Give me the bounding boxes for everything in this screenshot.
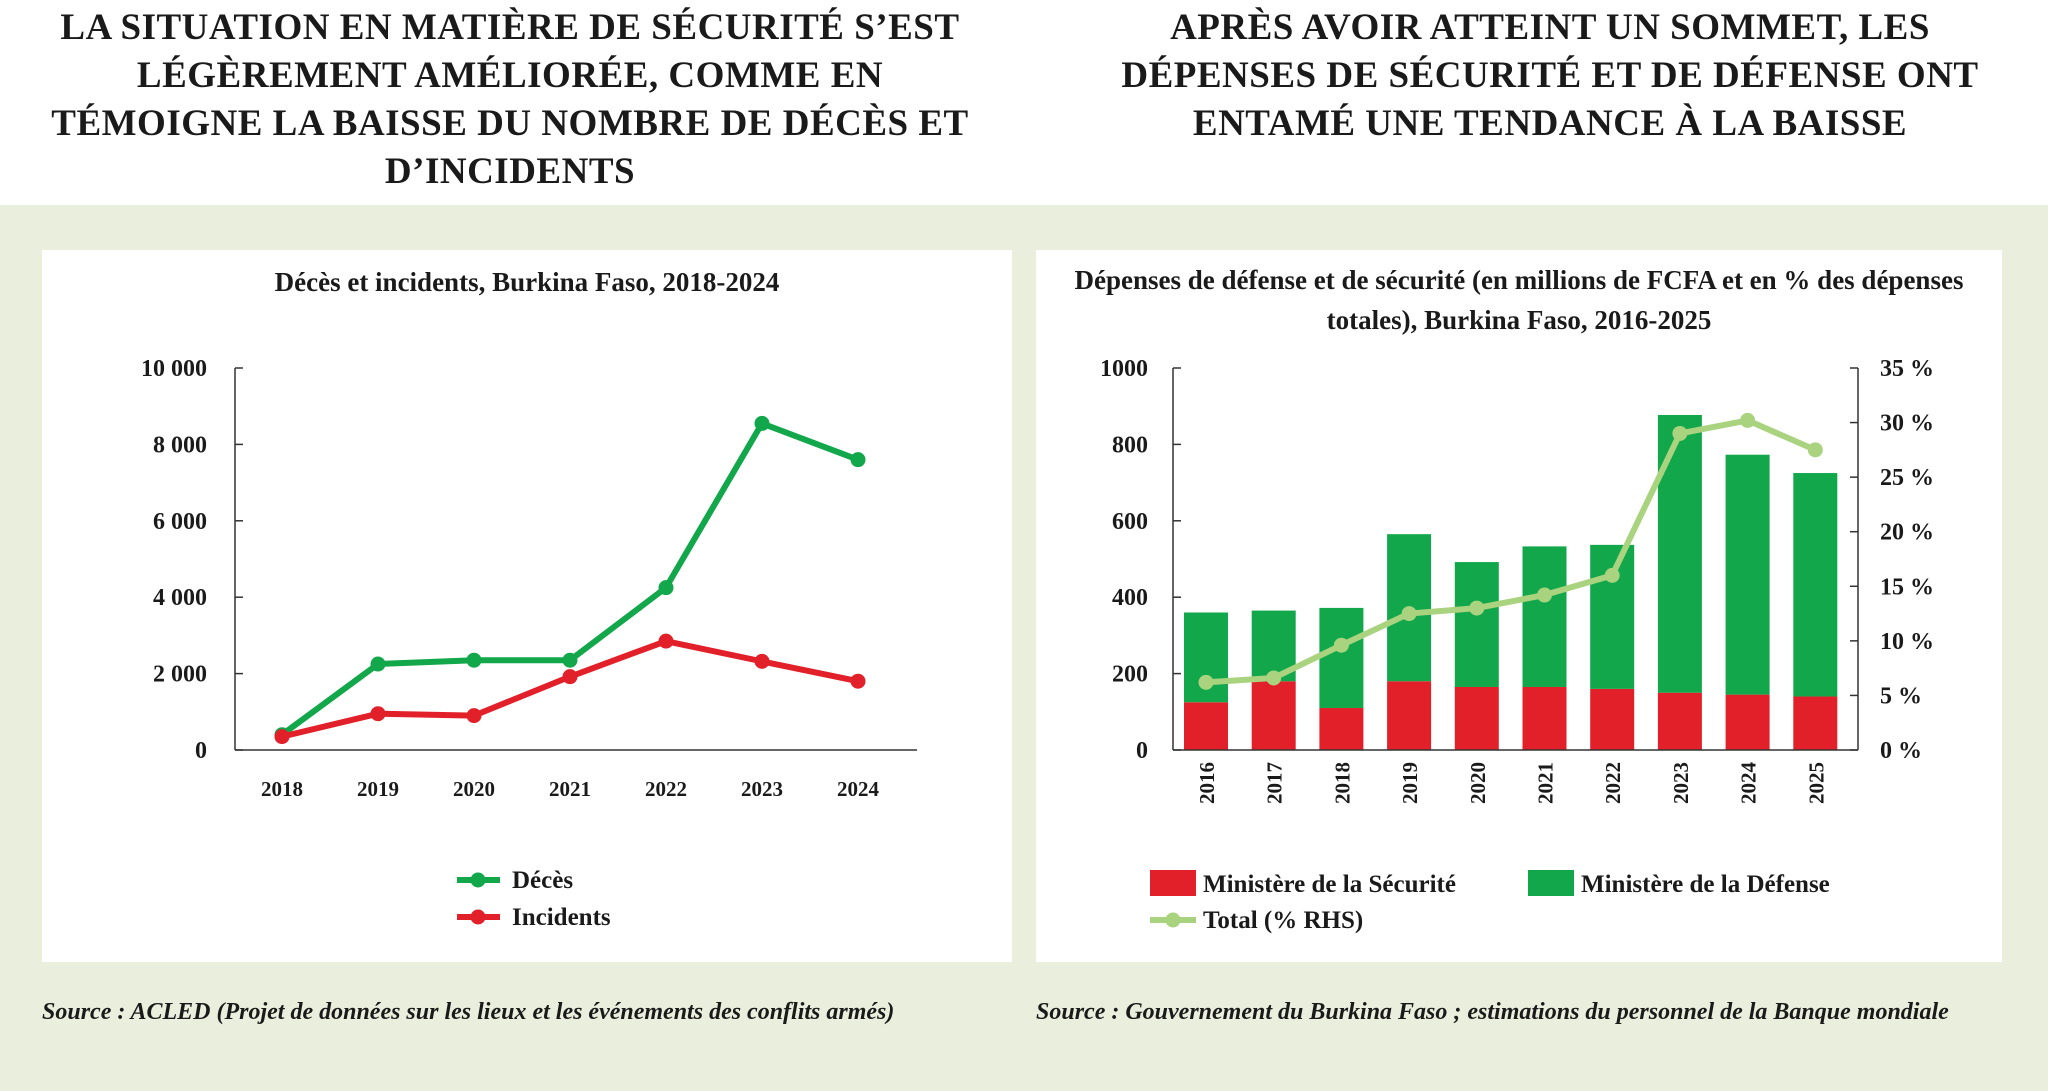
- bar-securite: [1251, 681, 1296, 750]
- y2-tick-label: 35 %: [1880, 356, 1934, 382]
- x-tick-label: 2019: [357, 777, 399, 801]
- bar-securite: [1454, 686, 1499, 750]
- bar-securite: [1590, 688, 1635, 750]
- y2-tick-label: 25 %: [1880, 465, 1934, 491]
- legend-swatch-securite: [1150, 870, 1196, 896]
- y-tick-label: 2 000: [153, 662, 207, 688]
- data-point-total: [1740, 412, 1756, 428]
- x-tick-label: 2018: [1330, 762, 1354, 804]
- x-tick-label: 2021: [549, 777, 591, 801]
- y-tick-label: 200: [1112, 662, 1148, 688]
- x-tick-label: 2023: [1669, 762, 1693, 804]
- y-tick-label: 10 000: [141, 356, 207, 382]
- bar-defense: [1725, 454, 1770, 695]
- x-tick-label: 2022: [645, 777, 687, 801]
- data-point-total: [1469, 600, 1485, 616]
- bar-defense: [1793, 473, 1838, 697]
- x-tick-label: 2022: [1601, 762, 1625, 804]
- left-chart-panel: Décès et incidents, Burkina Faso, 2018-2…: [42, 250, 1012, 962]
- left-source: Source : ACLED (Projet de données sur le…: [42, 999, 895, 1025]
- bar-securite: [1793, 696, 1838, 750]
- data-point-Incidents: [754, 653, 770, 669]
- data-point-Incidents: [370, 706, 386, 722]
- data-point-Incidents: [562, 669, 578, 685]
- y2-tick-label: 20 %: [1880, 520, 1934, 546]
- bar-securite: [1184, 702, 1228, 750]
- y2-tick-label: 0 %: [1880, 738, 1922, 764]
- x-tick-label: 2024: [837, 777, 880, 801]
- y2-tick-label: 15 %: [1880, 574, 1934, 600]
- right-chart-panel: Dépenses de défense et de sécurité (en m…: [1036, 250, 2002, 962]
- right-heading: APRÈS AVOIR ATTEINT UN SOMMET, LES DÉPEN…: [1121, 7, 1979, 144]
- data-point-total: [1401, 606, 1417, 622]
- data-point-total: [1604, 567, 1620, 583]
- y2-tick-label: 30 %: [1880, 411, 1934, 437]
- data-point-total: [1672, 425, 1688, 441]
- legend-swatch-defense: [1528, 870, 1574, 896]
- right-source: Source : Gouvernement du Burkina Faso ; …: [1036, 999, 1949, 1025]
- legend-label: Incidents: [512, 904, 611, 931]
- x-tick-label: 2020: [453, 777, 495, 801]
- bar-defense: [1522, 546, 1567, 687]
- x-tick-label: 2016: [1195, 762, 1219, 804]
- bar-securite: [1387, 681, 1432, 750]
- legend-marker-Incidents: [470, 909, 486, 925]
- bar-defense: [1319, 607, 1364, 708]
- y2-tick-label: 10 %: [1880, 629, 1934, 655]
- y-tick-label: 600: [1112, 509, 1148, 535]
- legend-label: Total (% RHS): [1203, 907, 1363, 934]
- data-point-total: [1266, 670, 1282, 686]
- legend-label: Décès: [512, 867, 573, 894]
- x-tick-label: 2017: [1263, 762, 1287, 804]
- legend-marker-total: [1165, 912, 1181, 928]
- bar-defense: [1590, 544, 1635, 689]
- data-point-Décès: [658, 580, 674, 596]
- data-point-Décès: [562, 652, 578, 668]
- bar-securite: [1657, 692, 1702, 750]
- legend-label: Ministère de la Défense: [1581, 871, 1830, 898]
- y-tick-label: 0: [195, 738, 207, 764]
- bar-securite: [1725, 694, 1770, 750]
- left-chart-title: Décès et incidents, Burkina Faso, 2018-2…: [274, 267, 780, 297]
- y-tick-label: 0: [1136, 738, 1148, 764]
- y2-tick-label: 5 %: [1880, 683, 1922, 709]
- x-tick-label: 2024: [1737, 762, 1761, 805]
- bar-securite: [1522, 686, 1567, 750]
- bar-securite: [1319, 707, 1364, 750]
- y-tick-label: 4 000: [153, 585, 207, 611]
- data-point-total: [1333, 637, 1349, 653]
- data-point-total: [1537, 587, 1552, 603]
- bar-defense: [1657, 414, 1702, 693]
- data-point-Décès: [466, 652, 482, 668]
- legend-marker-Décès: [470, 872, 486, 888]
- data-point-Incidents: [466, 708, 482, 724]
- right-chart-title: Dépenses de défense et de sécurité (en m…: [1074, 265, 1964, 335]
- data-point-Décès: [370, 656, 386, 672]
- x-tick-label: 2025: [1804, 762, 1828, 804]
- y-tick-label: 1000: [1100, 356, 1148, 382]
- data-point-Incidents: [274, 729, 290, 745]
- left-heading: LA SITUATION EN MATIÈRE DE SÉCURITÉ S’ES…: [51, 7, 969, 192]
- data-point-Décès: [850, 452, 866, 468]
- x-tick-label: 2019: [1398, 762, 1422, 804]
- y-tick-label: 800: [1112, 432, 1148, 458]
- right-chart-svg: 2016 2017 2018 2019 2020 2021 2022 2023 2024 2025…: [1100, 356, 1934, 934]
- data-point-total: [1198, 674, 1214, 690]
- x-tick-label: 2023: [741, 777, 783, 801]
- legend-label: Ministère de la Sécurité: [1203, 871, 1456, 898]
- series-line-Décès: [280, 420, 860, 738]
- data-point-Décès: [754, 415, 770, 431]
- left-chart-svg: 0 2 000 4 000 6 000 8 000 10 000 2018 2019 2020 2…: [141, 356, 917, 931]
- y-tick-label: 8 000: [153, 432, 207, 458]
- data-point-Incidents: [850, 673, 866, 689]
- y-tick-label: 400: [1112, 585, 1148, 611]
- x-tick-label: 2021: [1534, 762, 1558, 804]
- series-line-total: [1205, 417, 1817, 686]
- y-tick-label: 6 000: [153, 509, 207, 535]
- data-point-total: [1807, 442, 1823, 458]
- data-point-Incidents: [658, 633, 674, 649]
- x-tick-label: 2018: [261, 777, 303, 801]
- bar-defense: [1454, 562, 1499, 687]
- x-tick-label: 2020: [1466, 762, 1490, 804]
